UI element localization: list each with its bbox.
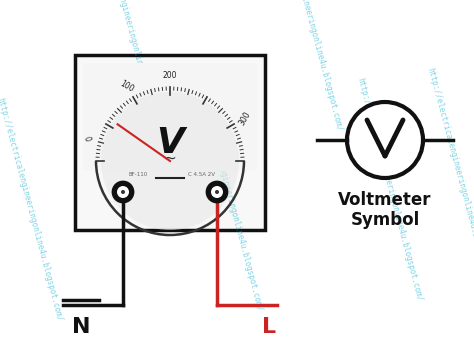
Text: BF-110: BF-110: [128, 173, 147, 177]
Text: 100: 100: [118, 79, 136, 94]
Text: N: N: [72, 317, 90, 337]
Circle shape: [113, 182, 133, 202]
Text: http://electricalengineeringonline4u.blogspot.com/: http://electricalengineeringonline4u.blo…: [276, 0, 344, 133]
Text: http://electricalengineeringonline4u.blogspot.com/: http://electricalengineeringonline4u.blo…: [426, 67, 474, 293]
Circle shape: [211, 186, 223, 198]
Text: http://electricalengineeringonline4u.blogspot.com/: http://electricalengineeringonline4u.blo…: [196, 87, 264, 313]
Text: Symbol: Symbol: [350, 211, 419, 229]
Text: http://electricalengineeringonline4u.blogspot.com/: http://electricalengineeringonline4u.blo…: [96, 0, 164, 143]
Text: 0: 0: [82, 135, 92, 142]
Text: http://electricalengineeringonline4u.blogspot.com/: http://electricalengineeringonline4u.blo…: [0, 97, 64, 323]
Text: 200: 200: [163, 70, 177, 79]
Text: V: V: [156, 126, 184, 160]
Text: http://electricalengineeringonline4u.blogspot.com/: http://electricalengineeringonline4u.blo…: [356, 77, 424, 303]
Circle shape: [121, 190, 125, 194]
Circle shape: [347, 102, 423, 178]
Text: 300: 300: [237, 109, 252, 127]
Text: L: L: [262, 317, 276, 337]
Circle shape: [117, 186, 129, 198]
Text: ~: ~: [164, 150, 176, 165]
Text: C 4.5A 2V: C 4.5A 2V: [189, 173, 216, 177]
Text: Voltmeter: Voltmeter: [338, 191, 432, 209]
Circle shape: [207, 182, 227, 202]
Bar: [83, 63, 257, 171]
Circle shape: [101, 92, 239, 230]
Bar: [75, 55, 265, 230]
Circle shape: [215, 190, 219, 194]
